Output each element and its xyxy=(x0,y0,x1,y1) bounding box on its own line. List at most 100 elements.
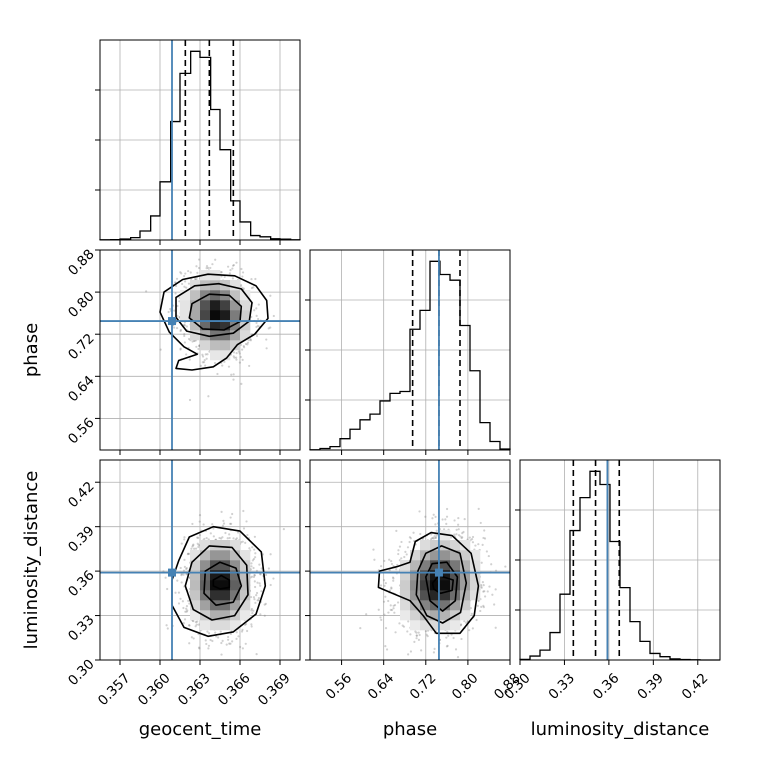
density-cell xyxy=(450,600,461,611)
sample-point xyxy=(396,563,399,567)
sample-point xyxy=(178,300,181,303)
sample-point xyxy=(253,585,257,589)
sample-point xyxy=(457,517,460,520)
x-tick-label: 0.360 xyxy=(135,670,174,709)
sample-point xyxy=(457,528,460,531)
sample-point xyxy=(384,626,388,630)
sample-point xyxy=(425,633,428,636)
sample-point xyxy=(384,595,387,598)
x-tick-label: 0.39 xyxy=(634,670,667,703)
sample-point xyxy=(183,618,187,621)
x-tick-label: 0.56 xyxy=(323,670,356,703)
sample-point xyxy=(491,593,494,596)
sample-point xyxy=(186,609,189,612)
sample-point xyxy=(392,604,395,607)
sample-point xyxy=(383,613,386,616)
sample-point xyxy=(175,326,179,330)
sample-point xyxy=(187,552,190,555)
truth-marker xyxy=(434,568,443,577)
sample-point xyxy=(385,648,389,651)
x-tick-label: 0.42 xyxy=(679,670,712,703)
sample-point xyxy=(445,645,449,648)
sample-point xyxy=(474,544,477,547)
sample-point xyxy=(373,558,376,561)
sample-point xyxy=(231,267,234,270)
sample-point xyxy=(474,662,476,664)
sample-point xyxy=(253,535,256,538)
density-cell xyxy=(190,330,201,341)
density-cell xyxy=(240,300,251,311)
scatter-layer xyxy=(359,507,507,664)
sample-point xyxy=(480,585,483,588)
sample-point xyxy=(445,636,448,639)
sample-point xyxy=(250,575,254,578)
sample-point xyxy=(269,294,272,297)
sample-point xyxy=(205,266,208,270)
sample-point xyxy=(209,638,212,642)
sample-point xyxy=(486,590,489,593)
sample-point xyxy=(235,261,238,264)
density-cell xyxy=(460,560,471,571)
sample-point xyxy=(420,649,423,652)
sample-point xyxy=(259,584,262,587)
sample-point xyxy=(186,553,190,556)
density-cell xyxy=(180,310,191,321)
sample-point xyxy=(392,579,395,582)
sample-point xyxy=(177,591,181,594)
density-cell xyxy=(400,580,411,591)
sample-point xyxy=(252,286,255,289)
sample-point xyxy=(479,609,482,613)
sample-point xyxy=(183,536,186,539)
sample-point xyxy=(253,574,256,577)
sample-point xyxy=(359,627,362,630)
sample-point xyxy=(252,575,256,579)
sample-point xyxy=(365,613,368,616)
sample-point xyxy=(246,341,250,344)
sample-point xyxy=(390,608,394,612)
density-cell xyxy=(220,310,231,321)
sample-point xyxy=(240,382,243,385)
density-cell xyxy=(240,590,251,601)
sample-point xyxy=(241,358,244,361)
sample-point xyxy=(187,269,190,273)
density-cell xyxy=(440,560,451,571)
density-cell xyxy=(440,600,451,611)
sample-point xyxy=(235,358,238,361)
sample-point xyxy=(463,620,466,623)
sample-point xyxy=(265,338,268,341)
sample-point xyxy=(188,602,191,605)
sample-point xyxy=(482,584,485,587)
sample-point xyxy=(250,562,253,565)
sample-point xyxy=(433,535,436,538)
sample-point xyxy=(198,534,202,537)
sample-point xyxy=(456,656,460,659)
sample-point xyxy=(269,553,272,556)
density-cell xyxy=(200,620,211,631)
sample-point xyxy=(229,516,232,519)
sample-point xyxy=(483,537,487,540)
panel-frame xyxy=(99,249,301,451)
density-cell xyxy=(240,550,251,561)
sample-point xyxy=(487,554,490,558)
sample-point xyxy=(197,347,200,351)
sample-point xyxy=(397,549,400,552)
sample-point xyxy=(393,611,396,614)
sample-point xyxy=(255,325,258,329)
density-cell xyxy=(440,620,451,631)
density-cell xyxy=(420,620,431,631)
sample-point xyxy=(477,543,480,546)
sample-point xyxy=(209,266,212,270)
sample-point xyxy=(390,586,393,589)
x-tick-label: 0.72 xyxy=(407,670,440,703)
sample-point xyxy=(445,507,449,511)
sample-point xyxy=(250,609,253,612)
density-cell xyxy=(200,560,211,571)
sample-point xyxy=(179,348,182,351)
sample-point xyxy=(238,361,242,364)
contour-0 xyxy=(159,273,269,371)
sample-point xyxy=(435,534,438,537)
sample-point xyxy=(220,537,223,540)
density-cell xyxy=(220,330,231,341)
sample-point xyxy=(453,533,456,536)
sample-point xyxy=(207,644,211,647)
